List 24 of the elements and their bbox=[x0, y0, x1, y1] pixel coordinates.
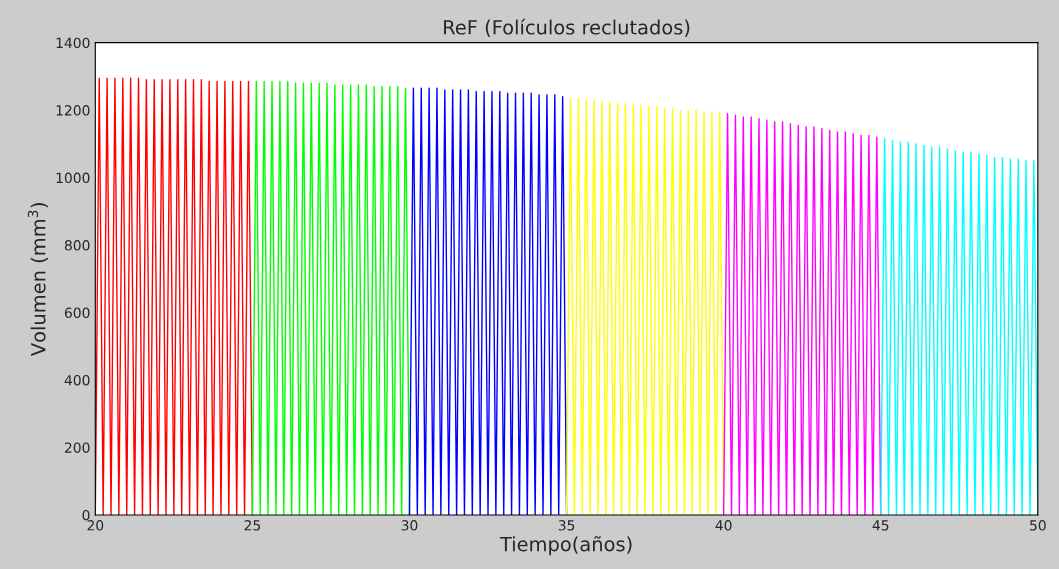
x-tick-label: 35 bbox=[558, 520, 575, 531]
y-tick-label: 200 bbox=[64, 442, 90, 453]
y-tick-label: 600 bbox=[64, 307, 90, 319]
y-tick-label: 1400 bbox=[56, 37, 90, 49]
x-tick-label: 40 bbox=[715, 520, 732, 531]
y-axis-title: Volumen (mm$^{3}$) bbox=[27, 203, 48, 357]
x-axis-title: Tiempo(años) bbox=[499, 536, 632, 556]
x-tick-label: 45 bbox=[872, 520, 889, 531]
y-tick-label: 1000 bbox=[56, 172, 90, 184]
line-series bbox=[722, 112, 882, 515]
y-tick-label: 0 bbox=[82, 509, 90, 521]
y-tick-label: 1200 bbox=[56, 105, 90, 116]
line-series bbox=[251, 80, 411, 515]
y-tick-label: 800 bbox=[64, 240, 90, 251]
line-series bbox=[408, 87, 568, 515]
y-tick-label: 400 bbox=[64, 374, 90, 386]
x-tick-label: 50 bbox=[1030, 520, 1046, 531]
x-tick-label: 30 bbox=[401, 520, 418, 531]
chart-title: ReF (Folículos reclutados) bbox=[444, 18, 690, 37]
x-tick-label: 20 bbox=[87, 520, 104, 531]
line-series bbox=[565, 97, 725, 515]
line-series bbox=[95, 77, 254, 515]
line-series bbox=[880, 138, 1038, 515]
x-tick-label: 25 bbox=[244, 520, 261, 531]
